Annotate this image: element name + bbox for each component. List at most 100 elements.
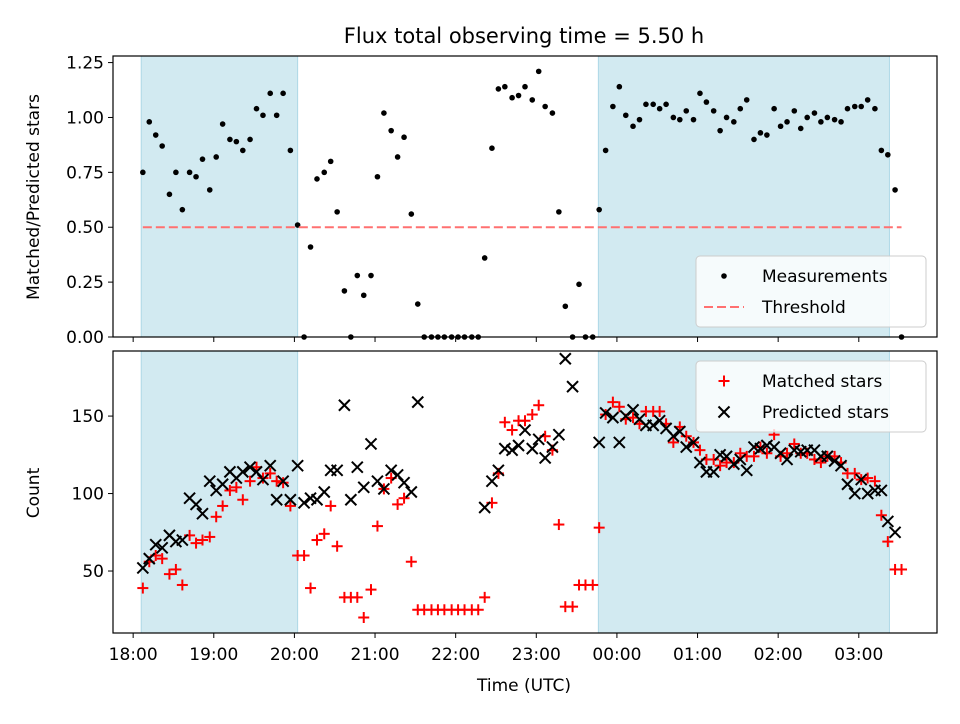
data-point [734, 453, 747, 466]
data-point [196, 534, 208, 546]
data-point-stroke [478, 501, 491, 514]
data-point [163, 568, 175, 580]
data-point [260, 112, 266, 119]
data-point [526, 409, 538, 421]
series-predicted-stars [136, 352, 902, 575]
data-point-stroke [653, 414, 666, 427]
data-point [277, 477, 289, 489]
data-point [472, 604, 484, 616]
data-point [401, 134, 407, 141]
data-point [267, 90, 274, 97]
legend-entry: Measurements [721, 267, 888, 287]
data-point [630, 123, 636, 130]
data-point [149, 538, 162, 551]
data-point-stroke [613, 436, 626, 449]
data-point-stroke [592, 436, 606, 449]
data-point [360, 292, 367, 299]
data-point-stroke [270, 493, 283, 506]
data-point [327, 158, 334, 165]
bottom-panel-frame [112, 350, 938, 634]
x-tick-label: 21:00 [351, 645, 400, 665]
data-point [318, 528, 330, 540]
data-point [723, 114, 730, 121]
y-tick-label: 0.25 [66, 273, 104, 293]
data-point [203, 474, 216, 488]
data-point-stroke [397, 476, 411, 489]
data-point [896, 563, 908, 575]
data-point [841, 478, 854, 491]
data-point [656, 105, 663, 112]
data-point [593, 522, 605, 534]
data-point [264, 467, 276, 479]
data-point [394, 154, 401, 160]
data-point [351, 591, 363, 603]
x-tick-label: 00:00 [592, 645, 641, 665]
data-point [771, 105, 777, 112]
data-point-stroke [163, 529, 176, 542]
data-point [542, 103, 548, 110]
data-point [855, 473, 868, 486]
data-point [136, 561, 150, 575]
data-point [256, 473, 270, 486]
data-point [616, 83, 623, 90]
x-tick-label: 19:00 [189, 645, 238, 665]
data-point [204, 531, 216, 543]
data-point-stroke [606, 411, 620, 424]
data-point-stroke [526, 442, 539, 455]
data-point-stroke [391, 468, 404, 482]
data-point-stroke [203, 474, 216, 488]
plot-panels: 0.00 0.25 0.50 0.75 1.00 1.25 Measurements Thre… [66, 54, 938, 665]
data-point [398, 492, 410, 504]
data-point [707, 465, 720, 479]
chart-title: Flux total observing time = 5.50 h [344, 24, 704, 48]
data-point-stroke [538, 451, 552, 465]
data-point [849, 467, 861, 479]
data-point [748, 450, 760, 462]
data-point [479, 591, 491, 603]
data-point-stroke [841, 478, 854, 491]
data-point [270, 493, 283, 506]
data-point [374, 173, 381, 180]
data-point [325, 500, 337, 512]
data-point [596, 206, 602, 213]
data-point-stroke [626, 403, 640, 417]
data-point [284, 493, 297, 506]
data-point [206, 187, 213, 193]
data-point [587, 579, 599, 591]
data-point-stroke [498, 442, 512, 455]
y-tick-label: 150 [72, 407, 104, 427]
data-point [654, 405, 666, 417]
data-point [892, 187, 898, 193]
data-point-stroke [821, 450, 834, 463]
y-tick-label: 50 [82, 562, 104, 582]
y-tick-label: 0.75 [66, 163, 104, 183]
data-point [667, 430, 680, 443]
data-point [526, 442, 539, 455]
data-point-stroke [707, 465, 720, 479]
data-point [498, 442, 512, 455]
data-point [881, 515, 895, 528]
data-point [506, 424, 518, 436]
data-point [485, 474, 499, 488]
data-point [388, 127, 394, 134]
data-point [708, 453, 720, 465]
data-point [885, 151, 891, 158]
series-measurements [140, 68, 905, 340]
data-point [535, 68, 542, 75]
data-point [321, 169, 328, 176]
data-point [764, 132, 770, 138]
data-point [643, 101, 649, 108]
data-point [273, 112, 280, 119]
data-point [481, 255, 488, 261]
data-point [522, 83, 528, 90]
data-point [247, 136, 253, 143]
data-point [287, 147, 294, 154]
data-point-stroke [344, 493, 358, 506]
data-point [626, 403, 640, 417]
data-point [606, 411, 620, 424]
data-point [512, 439, 525, 452]
data-point [636, 116, 643, 123]
data-point [546, 440, 559, 454]
data-point-stroke [485, 474, 499, 488]
